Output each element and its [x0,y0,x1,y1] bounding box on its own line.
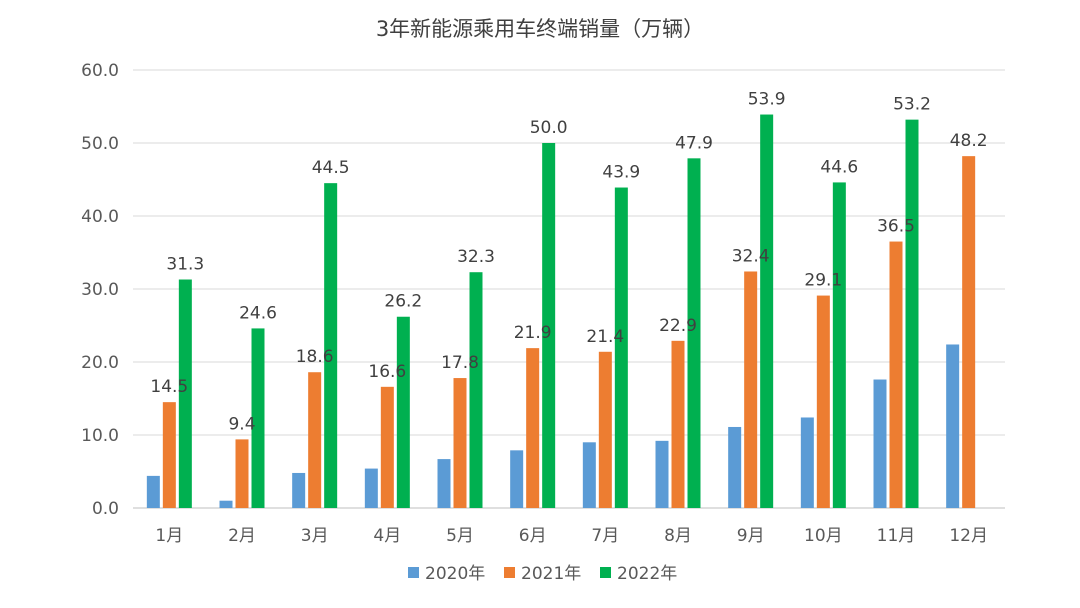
legend-label: 2021年 [521,564,581,584]
x-tick-label: 11月 [877,526,916,546]
bar-2022年-10月 [832,182,846,509]
x-tick-label: 5月 [446,526,474,546]
data-label: 24.6 [239,303,277,323]
bar-2020年-4月 [364,468,378,508]
x-tick-label: 8月 [664,526,692,546]
bar-2021年-12月 [962,156,976,508]
bar-2022年-3月 [324,183,338,508]
data-label: 43.9 [602,163,640,183]
bar-2020年-1月 [146,475,160,508]
data-label: 16.6 [368,362,406,382]
data-label: 50.0 [530,118,568,138]
x-tick-label: 2月 [228,526,256,546]
bar-2022年-6月 [542,143,556,508]
bar-2020年-8月 [655,440,669,508]
data-label: 17.8 [441,353,479,373]
bar-2021年-11月 [889,241,903,509]
bar-2020年-12月 [946,344,960,508]
bar-2020年-6月 [510,450,524,508]
bar-2022年-11月 [905,119,919,508]
data-label: 44.5 [312,158,350,178]
data-label: 22.9 [659,316,697,336]
x-tick-label: 4月 [373,526,401,546]
x-tick-label: 3月 [301,526,329,546]
bar-2021年-10月 [816,295,830,508]
x-tick-label: 1月 [155,526,183,546]
legend-label: 2022年 [617,564,677,584]
data-label: 53.9 [748,90,786,110]
y-tick-label: 20.0 [81,353,119,373]
bar-2020年-2月 [219,500,233,508]
bar-2021年-2月 [235,439,249,508]
x-tick-label: 6月 [519,526,547,546]
bar-2021年-1月 [162,402,176,508]
bar-2021年-4月 [380,386,394,508]
gridlines [133,69,1005,509]
data-labels: 14.5 31.3 9.4 24.6 18.6 44.5 16.6 26.2 17.8 32.3 2… [150,90,987,435]
bar-2022年-5月 [469,272,483,508]
bar-2021年-8月 [671,340,685,508]
x-tick-label: 12月 [949,526,988,546]
bar-2021年-5月 [453,378,467,508]
bar-2022年-7月 [614,187,628,508]
bar-2021年-6月 [526,348,540,508]
data-label: 47.9 [675,133,713,153]
legend-swatch [408,567,419,578]
bar-2020年-3月 [292,472,306,508]
bars [146,114,976,509]
y-tick-label: 30.0 [81,280,119,300]
bar-2020年-7月 [582,442,596,508]
bar-2020年-5月 [437,459,451,508]
bar-2022年-4月 [396,316,410,508]
data-label: 29.1 [804,271,842,291]
bar-2021年-7月 [598,351,612,508]
bar-2022年-9月 [760,114,774,508]
data-label: 36.5 [877,217,915,237]
bar-2022年-1月 [178,279,192,508]
y-tick-label: 40.0 [81,207,119,227]
data-label: 53.2 [893,95,931,115]
x-tick-label: 7月 [591,526,619,546]
bar-2020年-11月 [873,379,887,508]
data-label: 31.3 [166,255,204,275]
bar-2022年-8月 [687,158,701,508]
data-label: 32.3 [457,247,495,267]
y-tick-label: 50.0 [81,134,119,154]
bar-2022年-2月 [251,328,265,508]
y-tick-label: 10.0 [81,426,119,446]
data-label: 32.4 [732,246,770,266]
x-tick-label: 9月 [737,526,765,546]
legend-label: 2020年 [425,564,485,584]
data-label: 21.9 [514,323,552,343]
y-axis-ticks: 0.0 10.0 20.0 30.0 40.0 50.0 60.0 [81,61,119,519]
y-tick-label: 0.0 [92,499,119,519]
bar-2021年-3月 [308,372,322,508]
x-axis-ticks: 1月 2月 3月 4月 5月 6月 7月 8月 9月 10月 11月 12月 [155,526,988,546]
x-tick-label: 10月 [804,526,843,546]
bar-2021年-9月 [744,271,758,508]
bar-2020年-10月 [800,417,814,508]
chart-title: 3年新能源乘用车终端销量（万辆） [376,17,704,41]
legend: 2020年 2021年 2022年 [408,564,677,584]
data-label: 44.6 [820,157,858,177]
bar-2020年-9月 [728,426,742,508]
y-tick-label: 60.0 [81,61,119,81]
data-label: 26.2 [384,292,422,312]
data-label: 14.5 [150,377,188,397]
data-label: 9.4 [228,414,255,434]
legend-swatch [600,567,611,578]
data-label: 48.2 [950,131,988,151]
data-label: 18.6 [296,347,334,367]
data-label: 21.4 [586,327,624,347]
legend-swatch [504,567,515,578]
